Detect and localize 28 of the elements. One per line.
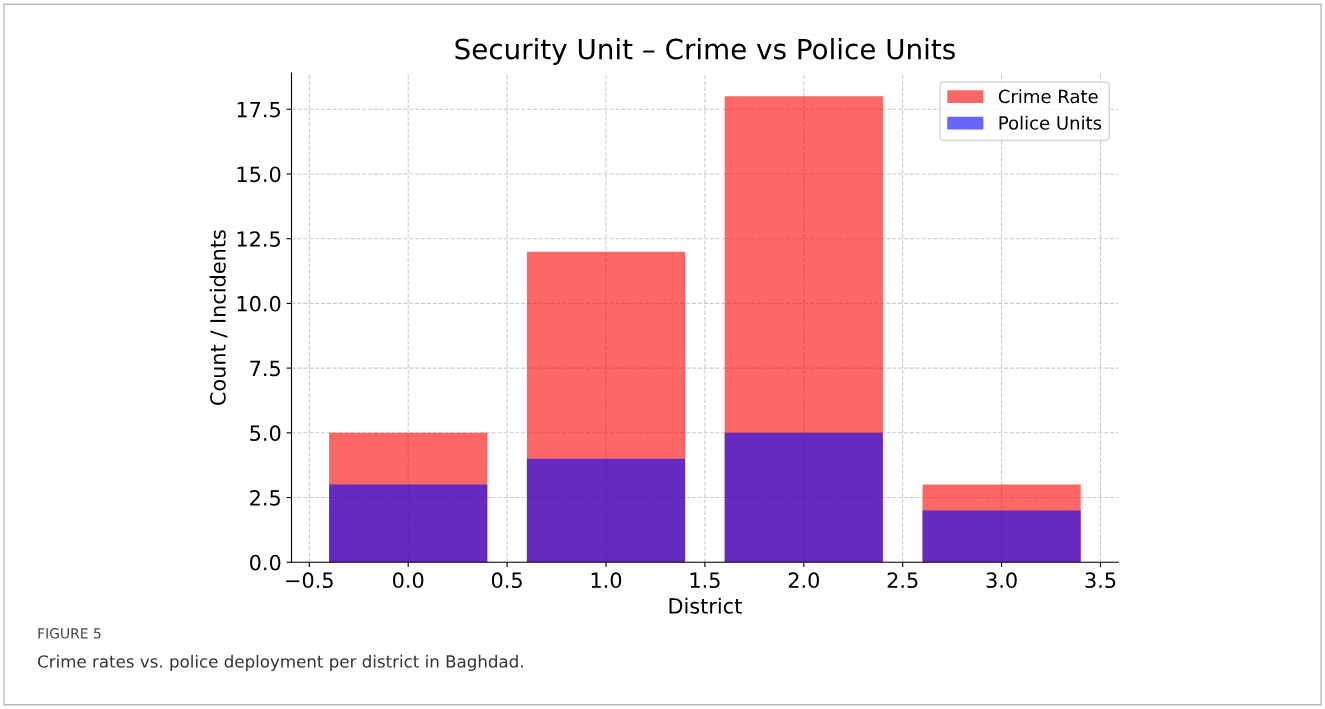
x-tick-label: 3.5 bbox=[1085, 572, 1116, 589]
legend-label: Police Units bbox=[999, 115, 1102, 130]
x-tick-label: 0.5 bbox=[491, 572, 522, 589]
bar bbox=[724, 432, 883, 563]
x-tick-label: 2.0 bbox=[788, 572, 819, 589]
chart-title: Security Unit – Crime vs Police Units bbox=[455, 38, 955, 65]
y-axis-title: Count / Incidents bbox=[209, 230, 228, 405]
y-tick-label: 0.0 bbox=[250, 554, 281, 571]
x-tick-label: 2.5 bbox=[887, 572, 918, 589]
x-tick-label: 0.0 bbox=[393, 572, 424, 589]
x-tick-label: 1.5 bbox=[690, 572, 720, 589]
y-tick-label: 17.5 bbox=[237, 101, 280, 118]
y-tick-label: 7.5 bbox=[250, 360, 280, 377]
y-tick-label: 15.0 bbox=[237, 166, 281, 183]
legend-label: Crime Rate bbox=[998, 89, 1098, 104]
x-tick-label: 3.0 bbox=[986, 572, 1017, 589]
bar bbox=[922, 510, 1081, 563]
y-tick-label: 12.5 bbox=[237, 231, 280, 247]
text: Crime rates vs. police deployment per district in Baghdad. bbox=[38, 654, 523, 671]
caption: FIGURE 5 bbox=[38, 628, 101, 639]
x-tick-label: 1.0 bbox=[591, 572, 622, 589]
y-tick-label: 2.5 bbox=[250, 489, 280, 506]
x-axis-title: District bbox=[669, 597, 742, 614]
y-tick-label: 10.0 bbox=[237, 295, 281, 312]
bar bbox=[329, 484, 488, 563]
bar bbox=[526, 458, 686, 563]
x-tick-label: −0.5 bbox=[286, 572, 333, 589]
y-tick-label: 5.0 bbox=[250, 425, 281, 442]
